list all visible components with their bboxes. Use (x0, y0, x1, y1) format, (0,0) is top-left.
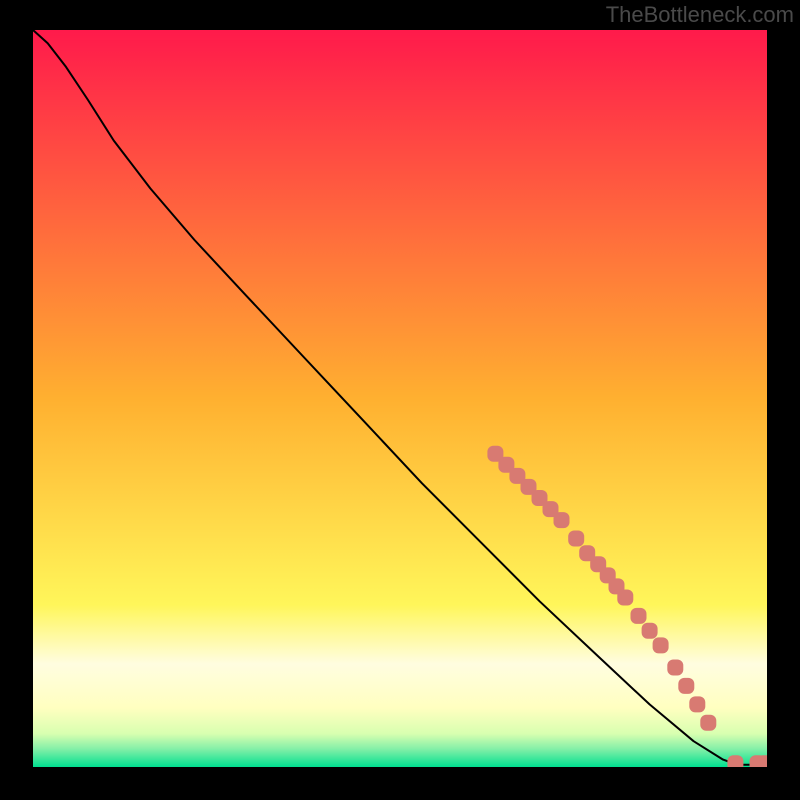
chart-container: TheBottleneck.com (0, 0, 800, 800)
gradient-background (33, 30, 767, 767)
gradient-rect (33, 30, 767, 767)
watermark-text: TheBottleneck.com (606, 2, 794, 28)
